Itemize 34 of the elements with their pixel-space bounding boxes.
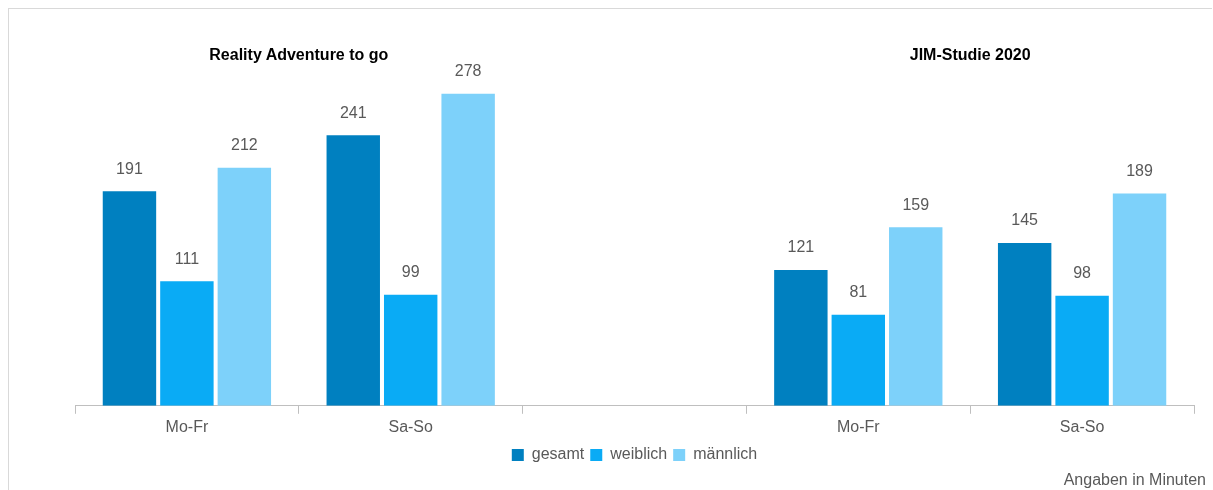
data-label: 241 [339, 103, 367, 121]
text: JIM-Studie 2020 [909, 46, 1031, 64]
bar [160, 281, 214, 406]
bar [326, 135, 380, 406]
data-label: 159 [902, 195, 930, 213]
x-tick-label: Sa-So [1059, 417, 1105, 435]
data-label: 191 [116, 159, 143, 177]
bar [383, 294, 438, 406]
legend-label: weiblich [609, 445, 668, 463]
x-tick-label: Sa-So [388, 417, 434, 435]
text: Reality Adventure to go [209, 46, 389, 64]
x-tick-label: Mo-Fr [165, 417, 209, 435]
data-label: 81 [849, 283, 868, 301]
data-label: 99 [401, 263, 420, 281]
data-label: 98 [1073, 264, 1092, 282]
legend-label: gesamt [531, 445, 585, 463]
legend-label: männlich [693, 445, 758, 463]
bar [102, 191, 157, 406]
data-label: 121 [787, 238, 815, 256]
data-label: 111 [174, 249, 200, 267]
data-label: 278 [454, 62, 482, 80]
bar [997, 243, 1052, 406]
x-tick-label: Mo-Fr [836, 417, 881, 435]
data-label: 145 [1011, 211, 1039, 229]
bar [831, 314, 886, 406]
bar [774, 269, 828, 406]
bar [217, 167, 272, 406]
bar [1055, 295, 1109, 406]
data-label: 189 [1126, 162, 1153, 180]
data-label: 212 [230, 136, 258, 154]
text: Angaben in Minuten [1063, 471, 1206, 489]
bar [1112, 193, 1167, 406]
bar [889, 227, 943, 406]
bar [441, 93, 495, 406]
